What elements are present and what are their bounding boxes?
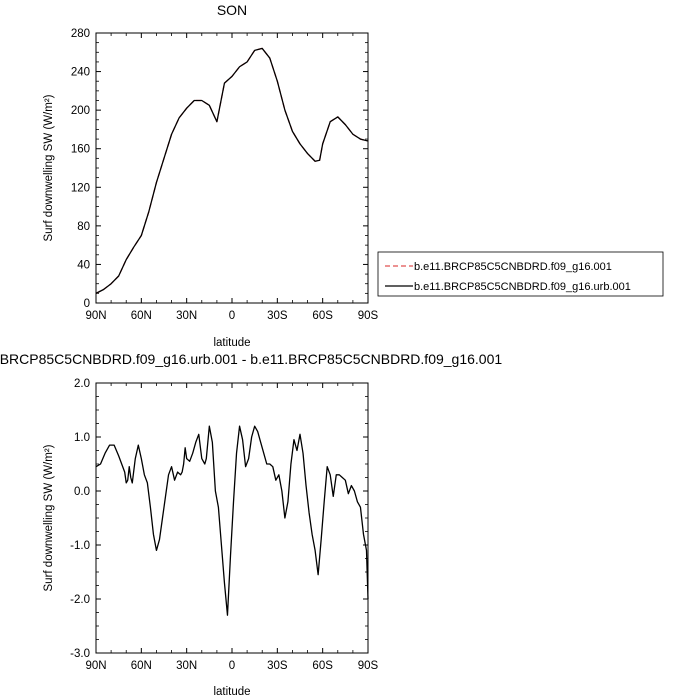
top-plot-lines xyxy=(95,47,369,294)
bottom-x-tick-label: 60N xyxy=(131,660,152,672)
bottom-plot-frame xyxy=(95,382,369,654)
bottom-y-tick-label: -1.0 xyxy=(70,540,90,552)
bottom-x-axis-title: latitude xyxy=(213,686,250,698)
top-x-tick-label: 90S xyxy=(358,310,379,322)
top-y-tick-label: 240 xyxy=(71,67,90,79)
legend-box xyxy=(377,251,664,297)
top-series-line-1 xyxy=(95,47,369,294)
legend-label-series-1: b.e11.BRCP85C5CNBDRD.f09_g16.001 xyxy=(414,261,612,273)
top-y-tick-label: 0 xyxy=(84,298,90,310)
bottom-x-tick-label: 90N xyxy=(85,660,106,672)
top-y-tick-label: 160 xyxy=(71,144,90,156)
top-y-tick-label: 200 xyxy=(71,105,90,117)
bottom-series-line-1 xyxy=(95,425,369,616)
top-x-tick-label: 60N xyxy=(131,310,152,322)
top-ticks: 90N 60N 30N 0 30S 60S 90S 0 40 80 120 160 200 240 280 xyxy=(71,28,379,322)
bottom-x-tick-label: 60S xyxy=(312,660,333,672)
top-series-line-2 xyxy=(95,47,369,294)
top-x-axis-title: latitude xyxy=(213,337,250,349)
top-y-tick-label: 280 xyxy=(71,28,90,40)
top-x-tick-label: 90N xyxy=(85,310,106,322)
bottom-y-tick-label: -2.0 xyxy=(70,594,90,606)
bottom-y-tick-label: 0.0 xyxy=(74,486,90,498)
legend: b.e11.BRCP85C5CNBDRD.f09_g16.001 b.e11.B… xyxy=(377,251,664,297)
bottom-y-tick-label: -3.0 xyxy=(70,648,90,660)
bottom-y-tick-label: 2.0 xyxy=(74,378,90,390)
top-y-tick-label: 40 xyxy=(77,259,90,271)
bottom-y-tick-label: 1.0 xyxy=(74,432,90,444)
top-x-tick-label: 0 xyxy=(229,310,235,322)
top-panel: SON 90N 60N 30N 0 30S 60S 90S 0 40 80 120 160 200 240… xyxy=(43,2,379,349)
legend-label-series-2: b.e11.BRCP85C5CNBDRD.f09_g16.urb.001 xyxy=(414,281,631,293)
top-x-tick-label: 30N xyxy=(176,310,197,322)
top-y-axis-title: Surf downwelling SW (W/m²) xyxy=(43,94,55,241)
bottom-y-axis-title: Surf downwelling SW (W/m²) xyxy=(43,444,55,591)
top-x-tick-label: 60S xyxy=(312,310,333,322)
top-y-tick-label: 120 xyxy=(71,182,90,194)
top-panel-title: SON xyxy=(217,2,247,18)
top-plot-frame xyxy=(95,32,369,304)
top-x-tick-label: 30S xyxy=(267,310,288,322)
bottom-x-tick-label: 30S xyxy=(267,660,288,672)
bottom-panel-title: b.e11.BRCP85C5CNBDRD.f09_g16.urb.001 - b… xyxy=(0,351,502,367)
bottom-ticks: 90N 60N 30N 0 30S 60S 90S 2.0 1.0 0.0 -1.0 -2.0 -3.0 xyxy=(70,378,378,672)
bottom-x-tick-label: 0 xyxy=(229,660,235,672)
bottom-x-tick-label: 30N xyxy=(176,660,197,672)
bottom-x-tick-label: 90S xyxy=(358,660,379,672)
bottom-panel: b.e11.BRCP85C5CNBDRD.f09_g16.urb.001 - b… xyxy=(0,351,502,698)
bottom-plot-lines xyxy=(95,425,369,616)
top-y-tick-label: 80 xyxy=(77,221,90,233)
